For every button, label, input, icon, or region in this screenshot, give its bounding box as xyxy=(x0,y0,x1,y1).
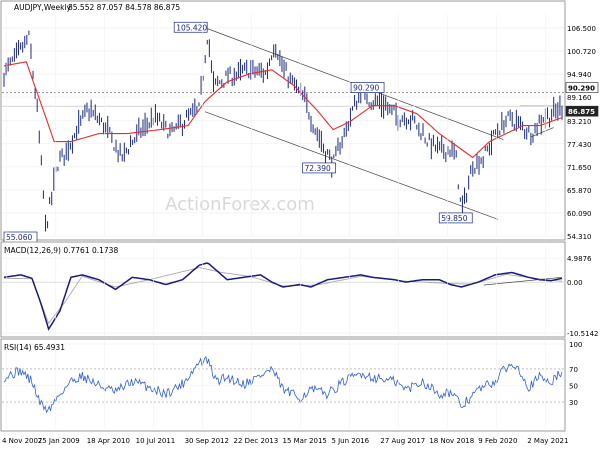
rsi-ytick-label: 100 xyxy=(569,341,582,349)
rsi-ytick-label: 50 xyxy=(569,383,578,391)
x-tick-label: 4 Nov 2007 xyxy=(2,437,42,445)
channel-lower-line xyxy=(204,111,498,220)
price-annotation-label: 55.060 xyxy=(6,233,32,242)
price-panel: ActionForex.com 105.420 90.290 72.390 59.85… xyxy=(0,0,599,243)
macd-ytick-label: 0.00 xyxy=(567,279,583,287)
price-ytick-label: 100.720 xyxy=(567,48,596,56)
price-ytick-label: 60.090 xyxy=(567,210,592,218)
price-annotations: 105.420 90.290 72.390 59.850 55.060 xyxy=(3,21,473,243)
price-ohlc: 85.552 87.057 84.578 86.875 xyxy=(68,3,180,12)
rsi-ytick-label: 70 xyxy=(569,366,578,374)
price-yaxis: 106.500 100.720 94.940 89.160 83.210 77.430 71… xyxy=(565,25,599,241)
price-ytick-label: 94.940 xyxy=(567,71,592,79)
price-moving-average xyxy=(3,61,563,159)
price-ytick-label: 65.870 xyxy=(567,187,592,195)
macd-panel: MACD(12,26,9) 0.7761 0.1738 4.9876 0.00 -1… xyxy=(0,241,598,338)
price-ytick-label: 54.310 xyxy=(567,233,592,241)
x-tick-label: 9 Feb 2020 xyxy=(478,437,517,445)
macd-grid xyxy=(2,257,564,334)
x-tick-label: 18 Apr 2010 xyxy=(87,437,130,445)
macd-trendline xyxy=(483,276,563,286)
rsi-yaxis: 100 70 50 30 xyxy=(569,341,582,407)
x-tick-label: 10 Jul 2011 xyxy=(136,437,176,445)
rsi-title: RSI(14) 65.4931 xyxy=(4,343,65,352)
price-tag-label: 86.875 xyxy=(568,108,595,116)
x-tick-label: 25 Jan 2009 xyxy=(38,437,80,445)
macd-title: MACD(12,26,9) 0.7761 0.1738 xyxy=(4,246,118,255)
rsi-line xyxy=(3,356,563,414)
x-tick-label: 2 May 2021 xyxy=(527,437,568,445)
macd-ytick-label: -10.5142 xyxy=(567,330,598,338)
macd-signal-line xyxy=(4,267,563,325)
x-tick-label: 30 Sep 2012 xyxy=(185,437,229,445)
rsi-ytick-label: 30 xyxy=(569,399,578,407)
macd-yaxis: 4.9876 0.00 -10.5142 xyxy=(567,255,598,338)
x-tick-label: 5 Jun 2016 xyxy=(331,437,369,445)
macd-series xyxy=(3,262,563,331)
price-ytick-label: 106.500 xyxy=(567,25,596,33)
macd-ytick-label: 4.9876 xyxy=(567,255,592,263)
price-tag-label: 90.290 xyxy=(568,85,595,93)
price-ma xyxy=(3,61,563,159)
x-tick-label: 22 Dec 2013 xyxy=(234,437,279,445)
x-tick-label: 15 Mar 2015 xyxy=(283,437,327,445)
rsi-panel-frame xyxy=(0,338,566,432)
price-ytick-label: 89.160 xyxy=(567,94,592,102)
price-annotation-box xyxy=(438,212,473,224)
triangle-lower-line xyxy=(531,127,554,138)
price-ytick-label: 83.210 xyxy=(567,118,592,126)
rsi-series xyxy=(3,356,563,414)
price-ytick-label: 71.650 xyxy=(567,164,592,172)
price-title: AUDJPY,Weekly xyxy=(14,3,72,12)
x-tick-label: 27 Aug 2017 xyxy=(380,437,425,445)
price-watermark: ActionForex.com xyxy=(165,194,315,215)
price-tag-box xyxy=(565,82,599,93)
macd-line xyxy=(3,262,563,331)
price-annotation-label: 72.390 xyxy=(305,164,331,173)
price-annotation-box xyxy=(350,82,385,93)
rsi-panel: RSI(14) 65.4931 100 70 50 30 xyxy=(0,338,582,432)
macd-panel-frame xyxy=(0,241,566,338)
price-annotation-label: 59.850 xyxy=(441,214,467,223)
price-annotation-label: 90.290 xyxy=(353,84,379,93)
price-annotation-box xyxy=(302,162,336,174)
x-tick-label: 18 Nov 2018 xyxy=(429,437,474,445)
price-ytick-label: 77.430 xyxy=(567,141,592,149)
price-annotation-box xyxy=(173,21,208,33)
price-annotation-label: 105.420 xyxy=(176,23,207,32)
price-tag-box xyxy=(565,105,599,117)
